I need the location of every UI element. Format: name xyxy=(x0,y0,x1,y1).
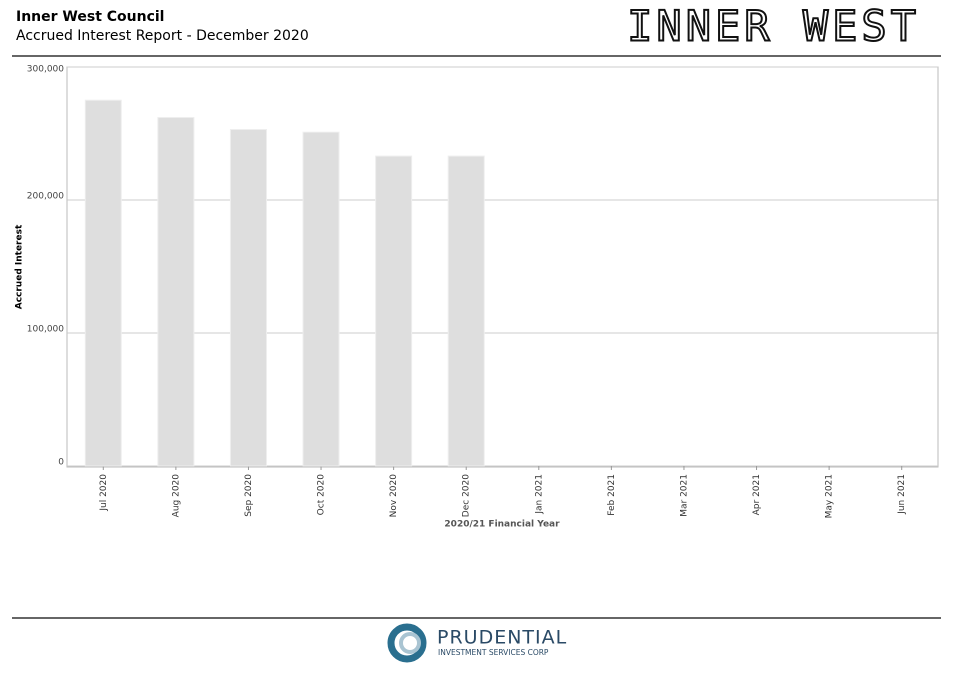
x-tick-label: Jun 2021 xyxy=(897,474,907,515)
x-tick-label: Sep 2020 xyxy=(244,474,254,517)
footer-brand: PRUDENTIAL xyxy=(437,627,567,649)
x-tick-label: Aug 2020 xyxy=(171,474,181,518)
x-tick-label: Apr 2021 xyxy=(752,474,762,515)
x-tick-label: May 2021 xyxy=(825,474,835,518)
bar xyxy=(157,117,195,467)
x-tick-label: Jul 2020 xyxy=(99,474,109,512)
plot: 0 100,000 200,000 300,000 Jul 2020 Aug 2020 Se… xyxy=(27,65,938,518)
x-tick-label: Feb 2021 xyxy=(607,474,617,516)
report-title: Inner West Council xyxy=(16,9,164,25)
report-subtitle: Accrued Interest Report - December 2020 xyxy=(16,28,309,44)
y-tick-label: 0 xyxy=(58,458,64,468)
footer-logo-inner xyxy=(399,632,421,654)
x-tick-label: Oct 2020 xyxy=(317,474,327,516)
bar xyxy=(447,155,485,467)
plot-frame xyxy=(66,66,939,468)
footer-tagline: INVESTMENT SERVICES CORP xyxy=(438,648,549,657)
y-tick-label: 300,000 xyxy=(27,65,64,75)
x-axis-label: 2020/21 Financial Year xyxy=(444,520,560,530)
bar xyxy=(84,99,122,467)
footer-logo-ring xyxy=(387,623,427,663)
x-tick-label: Nov 2020 xyxy=(389,474,399,518)
bar xyxy=(229,129,267,467)
x-tick-label: Mar 2021 xyxy=(679,474,689,517)
y-axis-label: Accrued Interest xyxy=(15,224,25,309)
bar xyxy=(375,155,413,467)
x-tick-label: Jan 2021 xyxy=(534,474,544,515)
y-tick-label: 100,000 xyxy=(27,325,64,335)
bar xyxy=(302,131,340,467)
x-tick-label: Dec 2020 xyxy=(462,474,472,517)
y-tick-label: 200,000 xyxy=(27,192,64,202)
council-logo: INNER WEST xyxy=(627,2,920,51)
